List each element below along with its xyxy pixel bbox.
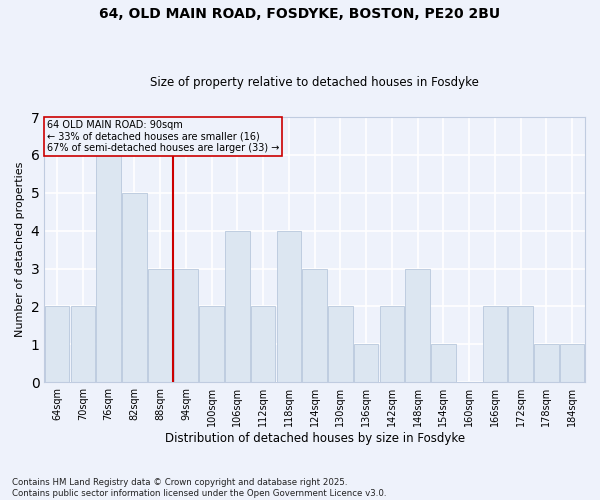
Bar — [534, 344, 559, 382]
X-axis label: Distribution of detached houses by size in Fosdyke: Distribution of detached houses by size … — [164, 432, 465, 445]
Bar — [482, 306, 507, 382]
Bar — [173, 268, 198, 382]
Y-axis label: Number of detached properties: Number of detached properties — [15, 162, 25, 338]
Bar — [97, 155, 121, 382]
Bar — [225, 230, 250, 382]
Bar — [302, 268, 327, 382]
Bar — [148, 268, 172, 382]
Bar — [122, 193, 146, 382]
Title: Size of property relative to detached houses in Fosdyke: Size of property relative to detached ho… — [150, 76, 479, 90]
Bar — [199, 306, 224, 382]
Bar — [328, 306, 353, 382]
Text: 64 OLD MAIN ROAD: 90sqm
← 33% of detached houses are smaller (16)
67% of semi-de: 64 OLD MAIN ROAD: 90sqm ← 33% of detache… — [47, 120, 279, 154]
Text: Contains HM Land Registry data © Crown copyright and database right 2025.
Contai: Contains HM Land Registry data © Crown c… — [12, 478, 386, 498]
Bar — [431, 344, 455, 382]
Bar — [45, 306, 70, 382]
Bar — [251, 306, 275, 382]
Bar — [277, 230, 301, 382]
Bar — [406, 268, 430, 382]
Bar — [354, 344, 379, 382]
Bar — [560, 344, 584, 382]
Bar — [508, 306, 533, 382]
Text: 64, OLD MAIN ROAD, FOSDYKE, BOSTON, PE20 2BU: 64, OLD MAIN ROAD, FOSDYKE, BOSTON, PE20… — [100, 8, 500, 22]
Bar — [71, 306, 95, 382]
Bar — [380, 306, 404, 382]
